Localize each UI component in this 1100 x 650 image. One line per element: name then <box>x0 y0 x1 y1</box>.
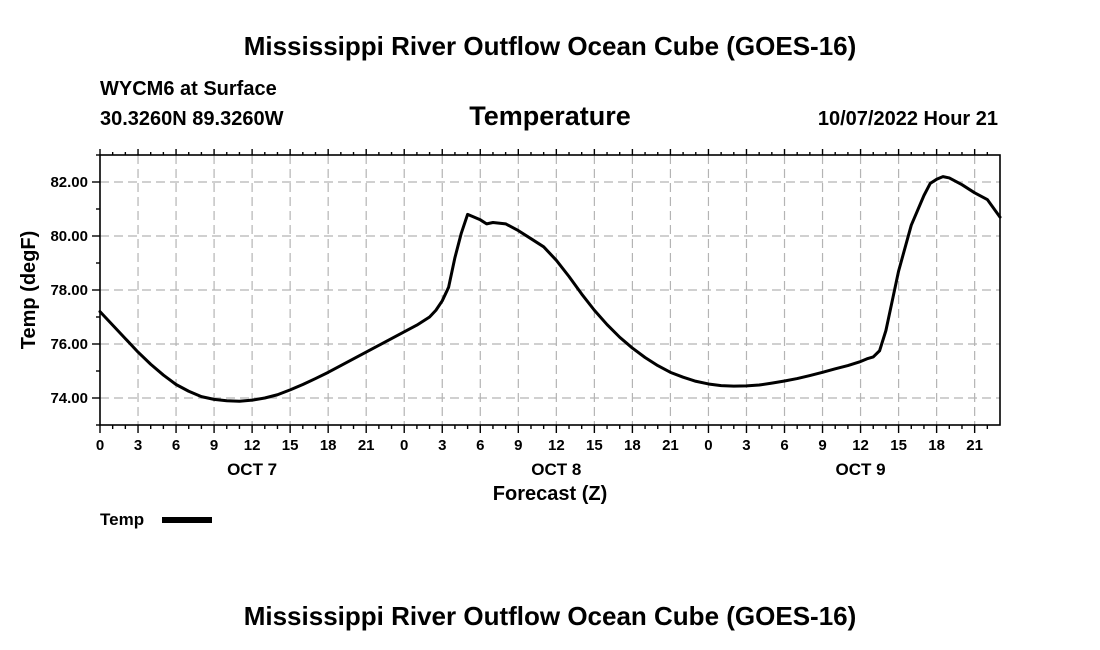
x-tick-label: 0 <box>704 437 712 454</box>
grid <box>100 155 1000 425</box>
date-label: OCT 9 <box>836 460 886 479</box>
x-tick-label: 18 <box>320 437 337 454</box>
chart-main-title: Mississippi River Outflow Ocean Cube (GO… <box>244 31 857 61</box>
y-tick-label: 78.00 <box>50 282 88 299</box>
x-tick-label: 9 <box>210 437 218 454</box>
x-tick-labels: 0 3 6 9 12 15 18 21 0 3 6 9 12 15 18 21 0 3 6 9 12 15 18 21 <box>96 437 983 454</box>
series-line-temp <box>98 175 1002 403</box>
x-tick-label: 3 <box>134 437 142 454</box>
series-layer <box>98 175 1002 403</box>
axis-ticks <box>92 149 989 433</box>
x-tick-label: 12 <box>852 437 869 454</box>
date-label: OCT 8 <box>531 460 581 479</box>
x-tick-label: 6 <box>780 437 788 454</box>
x-tick-label: 0 <box>96 437 104 454</box>
date-label: OCT 7 <box>227 460 277 479</box>
x-tick-label: 12 <box>244 437 261 454</box>
x-tick-label: 21 <box>358 437 375 454</box>
legend-label: Temp <box>100 510 144 529</box>
footer-title: Mississippi River Outflow Ocean Cube (GO… <box>244 601 857 631</box>
x-axis-label: Forecast (Z) <box>493 483 607 505</box>
y-tick-label: 82.00 <box>50 174 88 191</box>
chart-title: Temperature <box>469 101 631 131</box>
x-tick-label: 21 <box>662 437 679 454</box>
x-tick-label: 21 <box>966 437 983 454</box>
legend: Temp <box>100 510 212 529</box>
x-tick-label: 6 <box>476 437 484 454</box>
y-tick-label: 74.00 <box>50 390 88 407</box>
x-tick-label: 6 <box>172 437 180 454</box>
datetime-label: 10/07/2022 Hour 21 <box>818 108 998 130</box>
plot-frame <box>99 154 1001 426</box>
coordinates-label: 30.3260N 89.3260W <box>100 108 284 130</box>
x-tick-label: 15 <box>890 437 907 454</box>
x-tick-label: 3 <box>438 437 446 454</box>
date-labels: OCT 7 OCT 8 OCT 9 <box>227 460 886 479</box>
x-tick-label: 15 <box>586 437 603 454</box>
station-label: WYCM6 at Surface <box>100 78 277 100</box>
x-tick-label: 0 <box>400 437 408 454</box>
x-tick-label: 9 <box>818 437 826 454</box>
y-tick-labels: 74.00 76.00 78.00 80.00 82.00 <box>50 174 88 407</box>
x-tick-label: 15 <box>282 437 299 454</box>
x-tick-label: 12 <box>548 437 565 454</box>
x-tick-label: 3 <box>742 437 750 454</box>
x-tick-label: 18 <box>624 437 641 454</box>
x-tick-label: 18 <box>928 437 945 454</box>
y-tick-label: 80.00 <box>50 228 88 245</box>
y-axis-label: Temp (degF) <box>18 231 40 350</box>
x-tick-label: 9 <box>514 437 522 454</box>
y-tick-label: 76.00 <box>50 336 88 353</box>
